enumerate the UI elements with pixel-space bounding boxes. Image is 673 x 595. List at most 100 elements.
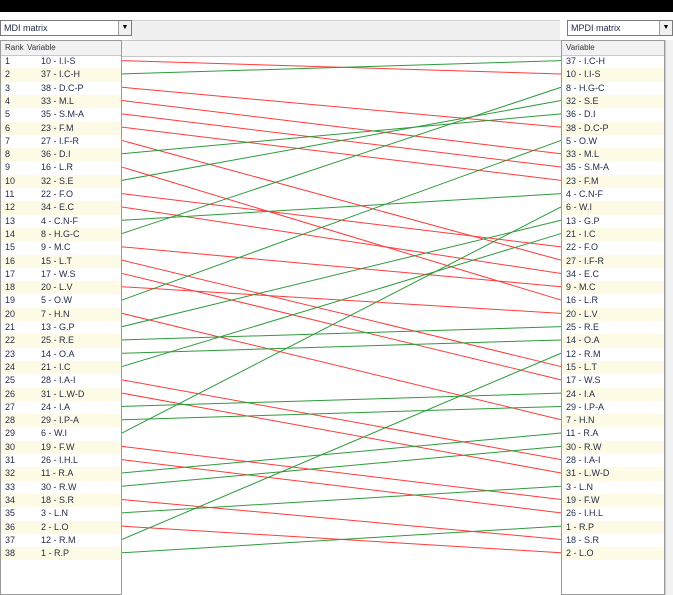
left-list-item[interactable]: 33 30 - R.W [1,481,121,494]
left-list-item[interactable]: 31 26 - I.H.L [1,454,121,467]
variable-label: 37 - I.C-H [566,56,606,66]
right-list-item[interactable]: 28 - I.A-I [562,454,664,467]
rank-up-link [121,432,562,474]
right-list-item[interactable]: 18 - S.R [562,534,664,547]
rank-number: 12 [5,202,16,213]
left-list-item[interactable]: 2 37 - I.C-H [1,68,121,82]
right-list-item[interactable]: 14 - O.A [562,334,664,348]
right-list-item[interactable]: 17 - W.S [562,374,664,387]
rank-number: 20 [5,308,16,319]
left-list-item[interactable]: 35 3 - L.N [1,507,121,520]
left-list-item[interactable]: 3 38 - D.C-P [1,82,121,95]
rank-number: 32 [5,468,16,479]
right-list-item[interactable]: 15 - L.T [562,360,664,375]
rank-down-link [121,259,562,368]
right-list-item[interactable]: 38 - D.C-P [562,121,664,135]
left-list-item[interactable]: 18 20 - L.V [1,281,121,295]
chevron-down-icon[interactable]: ▼ [118,21,131,35]
left-list-item[interactable]: 38 1 - R.P [1,547,121,561]
right-list-item[interactable]: 4 - C.N-F [562,188,664,201]
right-list-item[interactable]: 7 - H.N [562,414,664,428]
right-list-item[interactable]: 21 - I.C [562,227,664,242]
toolbar-strip [132,20,560,41]
left-list-item[interactable]: 36 2 - L.O [1,520,121,534]
left-list-item[interactable]: 29 6 - W.I [1,427,121,440]
rank-column-header[interactable]: Rank [5,43,24,52]
left-matrix-select[interactable]: MDI matrix ▼ [0,20,132,36]
left-list-item[interactable]: 22 25 - R.E [1,334,121,348]
left-list-item[interactable]: 23 14 - O.A [1,348,121,361]
vertical-scrollbar[interactable] [665,40,673,595]
left-list-item[interactable]: 12 34 - E.C [1,201,121,215]
left-list-item[interactable]: 24 21 - I.C [1,360,121,375]
right-list-item[interactable]: 12 - R.M [562,348,664,361]
right-list-item[interactable]: 19 - F.W [562,493,664,508]
left-list-item[interactable]: 20 7 - H.N [1,307,121,321]
right-list-item[interactable]: 5 - O.W [562,135,664,148]
right-list-item[interactable]: 24 - I.A [562,387,664,401]
left-list-item[interactable]: 6 23 - F.M [1,121,121,135]
rank-number: 3 [5,82,11,93]
right-list-item[interactable]: 13 - G.P [562,215,664,228]
left-list-item[interactable]: 37 12 - R.M [1,534,121,547]
left-list-item[interactable]: 7 27 - I.F-R [1,135,121,148]
right-list-item[interactable]: 25 - R.E [562,321,664,334]
right-list-item[interactable]: 35 - S.M-A [562,161,664,174]
right-list-item[interactable]: 32 - S.E [562,94,664,109]
rank-down-link [121,100,562,155]
right-list-item[interactable]: 29 - I.P-A [562,401,664,414]
right-list-item[interactable]: 30 - R.W [562,440,664,454]
left-list-item[interactable]: 32 11 - R.A [1,467,121,481]
left-list-item[interactable]: 13 4 - C.N-F [1,215,121,228]
chevron-down-icon[interactable]: ▼ [659,21,672,35]
right-matrix-select[interactable]: MPDI matrix ▼ [567,20,673,36]
left-list-item[interactable]: 28 29 - I.P-A [1,414,121,428]
right-list-item[interactable]: 27 - I.F-R [562,254,664,268]
right-list-item[interactable]: 22 - F.O [562,241,664,254]
left-list-item[interactable]: 11 22 - F.O [1,188,121,201]
left-list-item[interactable]: 34 18 - S.R [1,493,121,508]
variable-column-header[interactable]: Variable [27,43,56,52]
right-list-item[interactable]: 9 - M.C [562,281,664,295]
left-list-item[interactable]: 16 15 - L.T [1,254,121,268]
right-list-item[interactable]: 20 - L.V [562,307,664,321]
rank-number: 5 [5,109,11,120]
left-list-item[interactable]: 14 8 - H.G-C [1,227,121,242]
left-list-item[interactable]: 1 10 - I.I-S [1,55,121,68]
right-list-item[interactable]: 34 - E.C [562,268,664,281]
left-list-item[interactable]: 19 5 - O.W [1,294,121,307]
right-list-item[interactable]: 37 - I.C-H [562,55,664,68]
left-list-item[interactable]: 25 28 - I.A-I [1,374,121,387]
variable-label: 18 - S.R [566,534,600,545]
right-list-item[interactable]: 10 - I.I-S [562,68,664,82]
variable-label: 21 - I.C [41,361,71,372]
variable-label: 16 - L.R [41,162,74,173]
variable-column-header[interactable]: Variable [566,43,595,52]
left-list-item[interactable]: 30 19 - F.W [1,440,121,454]
left-list-item[interactable]: 8 36 - D.I [1,148,121,162]
right-list-item[interactable]: 26 - I.H.L [562,507,664,520]
right-list-item[interactable]: 11 - R.A [562,427,664,440]
left-list-item[interactable]: 17 17 - W.S [1,268,121,281]
right-list-item[interactable]: 31 - L.W-D [562,467,664,481]
right-list-item[interactable]: 23 - F.M [562,174,664,188]
left-list-item[interactable]: 5 35 - S.M-A [1,108,121,121]
right-list-item[interactable]: 1 - R.P [562,520,664,534]
left-list-item[interactable]: 4 33 - M.L [1,94,121,109]
left-list-item[interactable]: 21 13 - G.P [1,321,121,334]
right-list-item[interactable]: 2 - L.O [562,547,664,561]
left-list-item[interactable]: 26 31 - L.W-D [1,387,121,401]
left-list-item[interactable]: 9 16 - L.R [1,161,121,174]
right-list-item[interactable]: 33 - M.L [562,148,664,162]
right-list-header: Variable [562,41,664,56]
rank-number: 11 [5,189,15,199]
right-list-item[interactable]: 16 - L.R [562,294,664,307]
left-list-item[interactable]: 27 24 - I.A [1,401,121,414]
right-list-item[interactable]: 3 - L.N [562,481,664,494]
right-list-item[interactable]: 8 - H.G-C [562,82,664,95]
right-list-item[interactable]: 36 - D.I [562,108,664,121]
right-list-item[interactable]: 6 - W.I [562,201,664,215]
left-list-item[interactable]: 15 9 - M.C [1,241,121,254]
left-list-item[interactable]: 10 32 - S.E [1,174,121,188]
rank-number: 38 [5,548,16,559]
